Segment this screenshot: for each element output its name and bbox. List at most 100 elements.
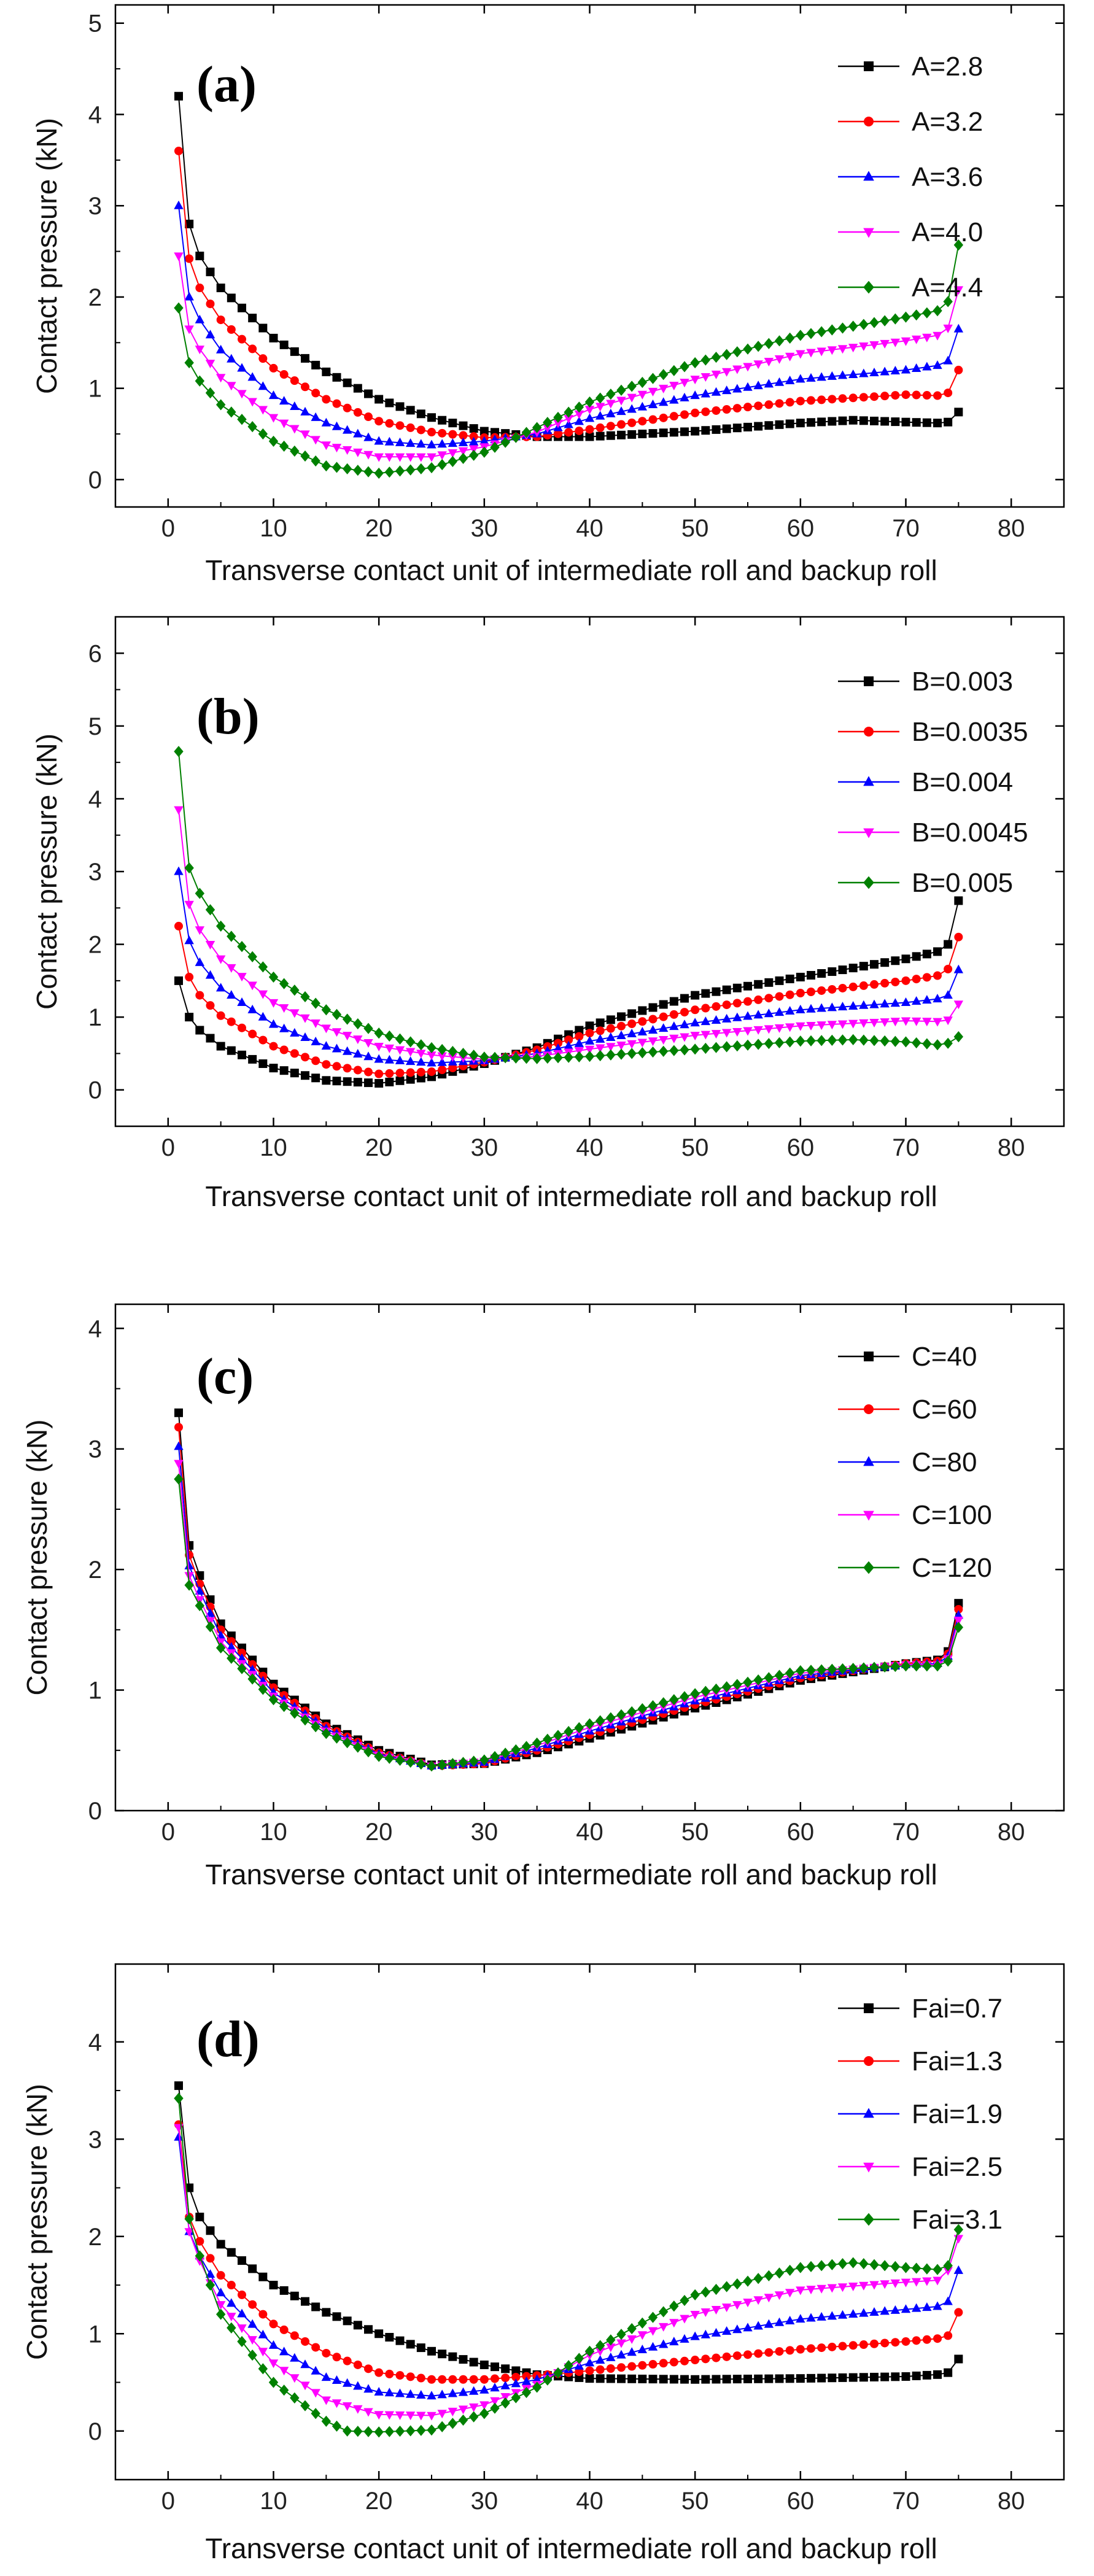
data-point [511,2366,521,2375]
data-point [469,2375,478,2384]
data-point [712,987,721,996]
data-point [406,1075,415,1084]
data-point [258,961,268,973]
data-point [806,2313,816,2322]
data-point [490,1750,500,1763]
data-point [321,460,332,472]
data-point [637,2345,648,2354]
data-point [258,2348,268,2357]
data-point [627,430,637,439]
data-point [215,399,226,411]
data-point [268,2377,279,2388]
data-point [638,1006,647,1015]
data-point [406,406,415,415]
data-point [437,1057,447,1066]
data-point [564,1035,573,1045]
data-point [405,2412,416,2421]
data-point [774,377,785,386]
data-point [195,1586,205,1595]
data-point [258,381,268,390]
data-point [648,373,658,384]
data-point [511,1052,521,1064]
data-point [700,1042,711,1054]
data-point [385,419,394,428]
data-point [722,405,731,414]
data-point [638,417,647,426]
data-point [575,426,584,435]
data-point [585,432,594,441]
data-point [363,432,373,441]
data-point [658,397,669,406]
data-point [174,976,183,985]
data-point [448,430,457,439]
data-point [722,2352,731,2361]
data-point [595,392,605,404]
data-point [764,1025,774,1034]
data-point [311,389,320,398]
data-point [205,387,215,399]
data-point [595,2365,605,2374]
data-point [848,982,858,991]
data-point [648,387,658,396]
data-point [500,2380,510,2389]
data-point [227,406,236,418]
data-point [521,1741,532,1752]
data-point [416,2390,426,2399]
data-point [174,2132,184,2141]
data-point [543,2374,553,2386]
data-point [195,346,205,355]
data-point [174,1441,184,1450]
data-point [922,2335,931,2344]
data-point [437,2421,447,2432]
data-point [406,423,415,432]
data-point [184,357,194,369]
data-point [606,2374,615,2383]
data-point [332,1732,342,1744]
data-point [837,1663,848,1675]
data-point [911,2278,921,2287]
data-point [943,324,953,333]
data-point [869,2307,879,2316]
data-point [448,1053,458,1062]
data-point [395,2336,405,2345]
data-point [195,314,205,323]
data-point [859,1019,869,1028]
data-point [721,2281,732,2292]
data-point [870,960,879,969]
data-point [721,1681,732,1693]
data-point [405,2389,416,2398]
data-point [174,921,183,930]
legend-marker [863,2108,874,2118]
data-point [880,978,890,988]
data-point [700,373,711,382]
data-point [870,2339,879,2348]
data-point [279,2385,289,2396]
data-point [848,1000,858,1010]
legend-marker [863,2162,874,2173]
data-point [268,414,279,423]
data-point [712,2375,721,2384]
data-point [490,2402,500,2414]
data-point [311,436,320,445]
data-point [322,2348,331,2357]
data-point [195,888,205,899]
x-tick-label: 40 [576,515,603,542]
data-point [311,1721,320,1733]
legend-marker [863,776,874,786]
data-point [543,1052,553,1064]
data-point [616,1709,626,1720]
data-point [427,1067,436,1077]
data-point [606,2352,616,2361]
data-point [796,374,805,383]
data-point [227,382,236,391]
data-point [258,2310,268,2319]
data-point [627,1019,637,1029]
data-point [869,367,879,376]
data-point [311,2389,320,2398]
data-point [205,970,215,979]
data-point [332,1043,342,1053]
data-point [659,1000,668,1009]
data-point [606,1043,616,1052]
data-point [595,1715,605,1727]
data-point [238,1050,246,1059]
